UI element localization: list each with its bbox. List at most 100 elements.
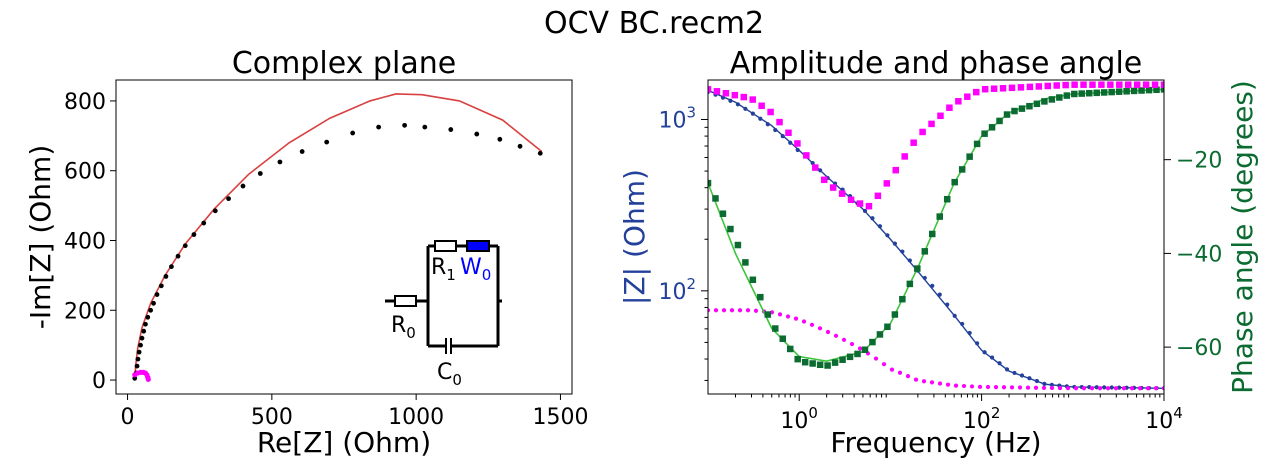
bode-modulus-point	[907, 258, 912, 263]
bode-modulus-low-point	[777, 312, 783, 317]
nyquist-data-point	[182, 243, 188, 249]
bode-modulus-point	[1004, 367, 1010, 372]
bode-modulus-low-point	[1121, 386, 1127, 391]
bode-phase-low-point	[1044, 82, 1052, 90]
bode-xtick-label: 104	[1145, 404, 1183, 434]
nyquist-title: Complex plane	[232, 46, 456, 81]
bode-phase-low-point	[990, 85, 998, 92]
bode-phase-low-point	[713, 88, 721, 95]
bode-phase-low-point	[1026, 83, 1034, 91]
bode-phase-low-point	[919, 128, 926, 136]
bode-modulus-low-point	[1017, 385, 1023, 390]
bode-modulus-point	[937, 292, 942, 297]
bode-phase-point	[966, 153, 973, 160]
bode-modulus-low-point	[993, 385, 999, 390]
bode-modulus-low-point	[873, 356, 879, 361]
bode-panel: Amplitude and phase angle 100 102 104 102 10…	[618, 46, 1259, 459]
bode-modulus-point	[780, 134, 785, 139]
bode-modulus-low-point	[921, 379, 927, 384]
nyquist-xtick-label: 500	[251, 405, 293, 430]
nyquist-ytick-label: 600	[64, 160, 106, 185]
bode-modulus-point	[1042, 381, 1047, 386]
bode-modulus-low-point	[1009, 385, 1015, 390]
bode-modulus-low-point	[849, 341, 855, 347]
bode-modulus-low-point	[1073, 386, 1079, 391]
bode-ylabel-left: |Z| (Ohm)	[618, 169, 651, 305]
bode-phase-low-point	[1089, 81, 1096, 88]
bode-phase-point	[921, 248, 929, 255]
bode-modulus-low-point	[913, 377, 919, 382]
bode-phase-point	[839, 356, 846, 363]
bode-phase-point	[764, 311, 772, 318]
nyquist-data-point	[145, 314, 151, 320]
bode-modulus-low-point	[977, 384, 983, 389]
bode-modulus-point	[870, 216, 875, 221]
bode-phase-point	[779, 335, 787, 342]
bode-modulus-point	[735, 102, 741, 107]
bode-phase-point	[749, 276, 757, 284]
bode-phase-point	[1078, 90, 1086, 97]
bode-modulus-low-point	[1097, 386, 1103, 391]
bode-phase-low-point	[1071, 81, 1078, 88]
bode-phase-low-point	[865, 202, 873, 210]
bode-modulus-low-point	[1025, 385, 1031, 390]
nyquist-data-point	[141, 328, 147, 334]
bode-phase-point	[708, 179, 712, 187]
bode-modulus-point	[862, 208, 868, 214]
bode-phase-low-point	[803, 152, 810, 159]
bode-modulus-low-point	[729, 308, 735, 313]
bode-phase-low-point	[874, 192, 882, 200]
nyquist-data-point	[257, 171, 263, 176]
bode-phase-point	[742, 259, 749, 266]
bode-phase-point	[899, 295, 906, 303]
nyquist-data-point	[191, 232, 197, 237]
bode-modulus-low-point	[721, 308, 727, 313]
bode-phase-point	[712, 195, 719, 202]
bode-ytick-right-label: −20	[1176, 149, 1222, 174]
bode-modulus-low-point	[825, 329, 831, 335]
bode-phase-point	[719, 210, 727, 217]
bode-phase-point	[1056, 94, 1063, 101]
bode-modulus-low-point	[961, 383, 967, 389]
bode-modulus-low-point	[1089, 386, 1095, 391]
bode-phase-low-point	[820, 176, 828, 184]
bode-phase-low-point	[838, 190, 846, 197]
bode-phase-low-point	[1098, 81, 1105, 88]
nyquist-data-point	[136, 349, 142, 355]
bode-phase-point	[884, 323, 891, 331]
bode-phase-point	[1003, 111, 1011, 118]
bode-modulus-point	[795, 147, 800, 153]
bode-phase-point	[772, 325, 779, 332]
bode-ytick-label: 103	[658, 103, 696, 133]
bode-phase-low-point	[946, 104, 953, 111]
bode-phase-low-point	[1107, 81, 1114, 88]
bode-modulus-low-point	[753, 308, 759, 313]
bode-modulus-point	[975, 341, 980, 346]
bode-phase-low-point	[937, 112, 944, 120]
bode-phase-low-point	[1080, 81, 1087, 88]
bode-phase-low-point	[892, 166, 900, 174]
bode-phase-point	[846, 353, 854, 361]
nyquist-ytick-label: 0	[92, 369, 106, 394]
bode-ytick-label: 102	[658, 275, 696, 305]
nyquist-data-point	[158, 283, 164, 289]
bode-phase-low-point	[972, 88, 980, 96]
bode-modulus-low-point	[833, 333, 839, 338]
bode-title: Amplitude and phase angle	[730, 46, 1143, 81]
bode-modulus-point	[1109, 385, 1114, 390]
bode-modulus-point	[765, 122, 770, 127]
bode-ytick-right-label: −60	[1176, 336, 1222, 361]
bode-modulus-low-point	[857, 346, 863, 351]
bode-modulus-low-point	[889, 367, 895, 372]
bode-modulus-low-point	[841, 337, 847, 342]
bode-phase-point	[786, 345, 794, 353]
nyquist-fit-line	[133, 93, 543, 381]
bode-modulus-low-point	[708, 308, 711, 313]
nyquist-data-point	[537, 150, 543, 156]
bode-xtick-label: 102	[963, 404, 1001, 434]
nyquist-data-point	[134, 363, 140, 369]
nyquist-data-point	[138, 342, 143, 348]
nyquist-data-point	[402, 122, 408, 128]
bode-modulus-point	[728, 98, 733, 103]
bode-phase-low-point	[1053, 82, 1060, 89]
